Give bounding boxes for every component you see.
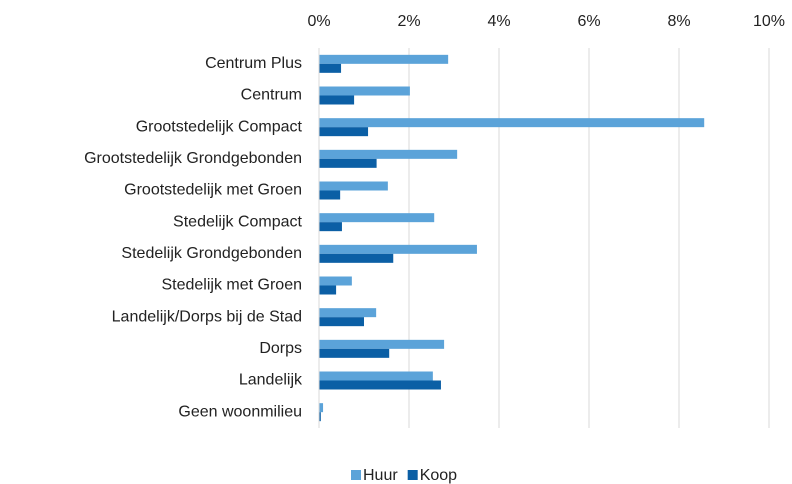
bar — [319, 317, 364, 327]
bar — [319, 63, 342, 73]
bar — [319, 190, 341, 200]
x-tick-label: 4% — [487, 13, 510, 30]
y-tick-label: Grootstedelijk Compact — [136, 118, 303, 135]
bar — [319, 403, 324, 413]
y-tick-label: Stedelijk met Groen — [161, 277, 302, 294]
bar — [319, 158, 377, 168]
bar — [319, 95, 355, 105]
bar — [319, 222, 342, 232]
y-tick-label: Stedelijk Compact — [173, 213, 303, 230]
x-tick-label: 10% — [753, 13, 785, 30]
legend-swatch — [351, 470, 361, 480]
x-tick-label: 2% — [397, 13, 420, 30]
y-tick-label: Stedelijk Grondgebonden — [121, 245, 302, 262]
bar — [319, 348, 390, 358]
bar — [319, 253, 394, 263]
bar — [319, 181, 388, 191]
y-tick-label: Centrum — [241, 87, 302, 104]
bar — [319, 54, 449, 64]
legend-label: Huur — [363, 467, 398, 484]
bar — [319, 371, 433, 381]
bar — [319, 118, 705, 128]
y-tick-label: Centrum Plus — [205, 55, 302, 72]
bar — [319, 244, 477, 254]
x-tick-label: 8% — [667, 13, 690, 30]
bar — [319, 308, 377, 318]
bar — [319, 213, 435, 223]
bar — [319, 339, 445, 349]
y-tick-label: Geen woonmilieu — [178, 403, 302, 420]
y-tick-label: Grootstedelijk Grondgebonden — [84, 150, 302, 167]
bar — [319, 149, 458, 159]
bar — [319, 276, 352, 286]
y-tick-label: Dorps — [259, 340, 302, 357]
y-tick-label: Landelijk — [239, 372, 303, 389]
bar — [319, 380, 441, 390]
bar — [319, 86, 410, 96]
legend-swatch — [407, 470, 418, 480]
bar — [319, 285, 337, 295]
legend-label: Koop — [420, 467, 457, 484]
bar — [319, 127, 369, 137]
y-tick-label: Grootstedelijk met Groen — [124, 182, 302, 199]
bar — [319, 412, 321, 422]
x-tick-label: 6% — [577, 13, 600, 30]
y-tick-label: Landelijk/Dorps bij de Stad — [112, 308, 302, 325]
x-tick-label: 0% — [307, 13, 330, 30]
